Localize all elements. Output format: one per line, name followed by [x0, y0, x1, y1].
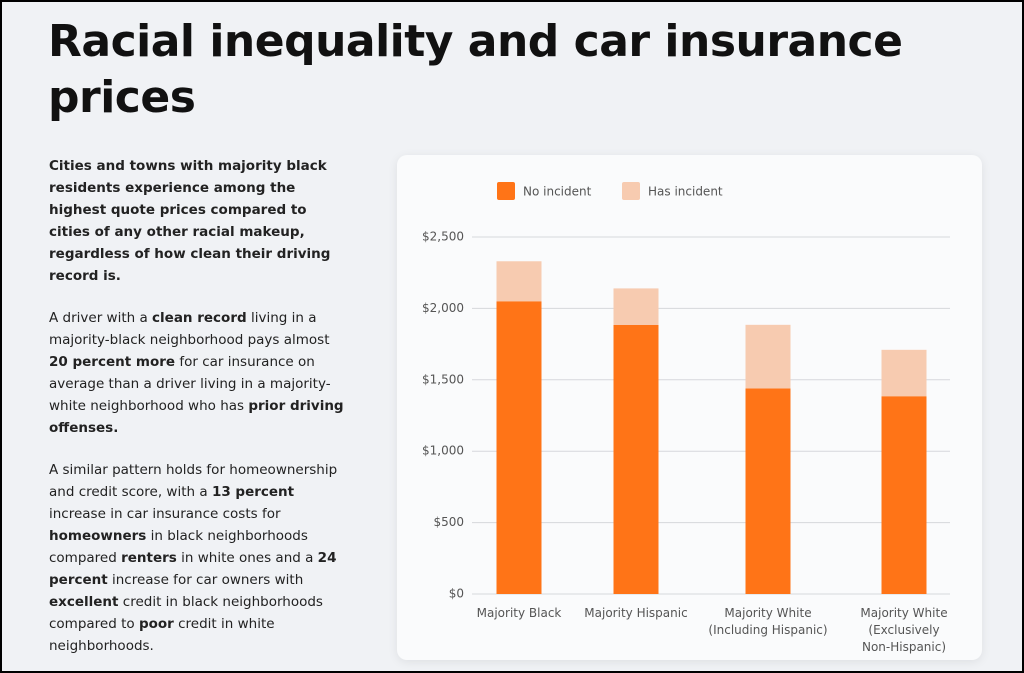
y-tick-label: $2,500 — [422, 230, 464, 244]
legend-swatch — [497, 182, 515, 200]
text: for car insurance on average than a driv… — [49, 354, 331, 414]
page-title: Racial inequality and car insurance pric… — [48, 16, 903, 123]
bold-text: renters — [121, 550, 177, 566]
legend-label: Has incident — [648, 185, 723, 199]
bold-text: clean record — [152, 310, 247, 326]
body-text: Cities and towns with majority black res… — [49, 155, 349, 671]
bold-text: Cities and towns with majority black res… — [49, 158, 331, 284]
bar-segment — [745, 324, 791, 389]
text: credit in black neighborhoods compared t… — [49, 594, 323, 632]
bold-text: prior driving offenses. — [49, 398, 344, 436]
text: increase for car owners with — [107, 572, 304, 588]
bold-text: 20 percent more — [49, 354, 176, 370]
text: increase in car insurance costs for — [49, 506, 281, 522]
paragraph: Cities and towns with majority black res… — [49, 155, 349, 287]
text: in black neighborhoods compared — [49, 528, 308, 566]
x-tick-label: Majority White (Exclusively Non-Hispanic… — [860, 606, 948, 654]
bold-text: excellent — [49, 594, 119, 610]
bar-segment — [745, 388, 791, 594]
text: A driver with a — [49, 310, 153, 326]
x-tick-label: Majority Black — [476, 606, 562, 620]
y-tick-label: $500 — [433, 515, 464, 529]
bold-text: 13 percent — [211, 484, 295, 500]
y-tick-label: $1,500 — [422, 372, 464, 386]
legend-swatch — [622, 182, 640, 200]
text: credit in white neighborhoods. — [49, 616, 275, 654]
text: in white ones and a — [176, 550, 318, 566]
chart: $0 $500 $1,000 $1,500 $2,000 $2,500 No inciden… — [422, 182, 950, 601]
bar-segment — [881, 349, 927, 397]
x-tick-label: Majority White (Including Hispanic) — [708, 606, 828, 637]
x-tick-label: Majority Hispanic — [584, 606, 688, 620]
y-tick-label: $2,000 — [422, 301, 464, 315]
bar-segment — [881, 396, 927, 594]
bold-text: 24 percent — [49, 550, 337, 588]
legend-label: No incident — [523, 185, 592, 199]
bold-text: homeowners — [49, 528, 147, 544]
y-tick-label: $1,000 — [422, 444, 464, 458]
bar-segment — [613, 288, 659, 325]
bar-segment — [613, 324, 659, 594]
y-tick-label: $0 — [449, 587, 464, 601]
text: living in a majority-black neighborhood … — [49, 310, 330, 348]
bold-text: poor — [138, 616, 174, 632]
paragraph: A similar pattern holds for homeownershi… — [49, 459, 349, 657]
bar-segment — [496, 261, 542, 302]
chart-card: $0 $500 $1,000 $1,500 $2,000 $2,500 No inciden… — [397, 155, 982, 660]
paragraph: A driver with a clean record living in a… — [49, 307, 349, 439]
text: A similar pattern holds for homeownershi… — [49, 462, 338, 500]
bar-segment — [496, 301, 542, 594]
